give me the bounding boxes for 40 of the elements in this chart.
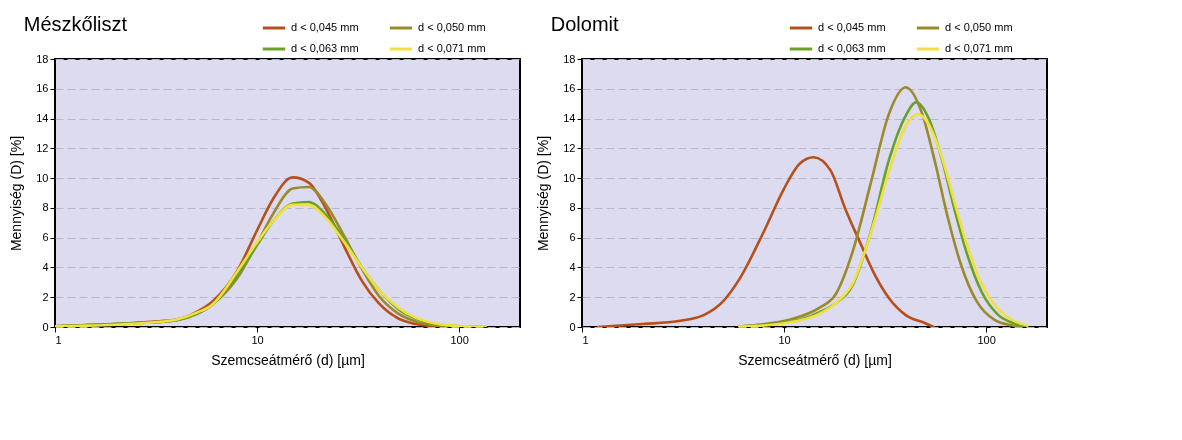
y-tick-label: 14 xyxy=(563,112,576,125)
y-tick-label: 16 xyxy=(36,82,49,95)
y-tick-label: 8 xyxy=(42,201,49,214)
legend-label: d < 0,063 mm xyxy=(291,42,359,54)
x-tick-label: 10 xyxy=(778,333,791,346)
y-tick-label: 12 xyxy=(36,141,49,154)
x-tick-label: 100 xyxy=(450,333,469,346)
legend-label: d < 0,071 mm xyxy=(945,42,1013,54)
x-axis-title: Szemcseátmérő (d) [µm] xyxy=(738,351,892,368)
y-tick-label: 0 xyxy=(42,320,49,333)
y-tick-label: 2 xyxy=(42,290,49,303)
legend-label: d < 0,063 mm xyxy=(818,42,886,54)
chart-title: Mészkőliszt xyxy=(23,13,128,35)
x-tick-label: 1 xyxy=(55,333,62,346)
y-axis-title: Mennyiség (D) [%] xyxy=(535,135,552,252)
y-tick-label: 14 xyxy=(36,112,49,125)
y-axis-title: Mennyiség (D) [%] xyxy=(8,135,25,252)
x-axis-title: Szemcseátmérő (d) [µm] xyxy=(211,351,365,368)
y-tick-label: 2 xyxy=(569,290,576,303)
y-tick-label: 18 xyxy=(563,52,576,65)
y-tick-label: 16 xyxy=(563,82,576,95)
y-tick-label: 4 xyxy=(42,260,49,273)
y-tick-label: 6 xyxy=(42,231,49,244)
legend-label: d < 0,071 mm xyxy=(418,42,486,54)
x-tick-label: 10 xyxy=(251,333,264,346)
y-tick-label: 0 xyxy=(569,320,576,333)
y-tick-label: 4 xyxy=(569,260,576,273)
legend-label: d < 0,045 mm xyxy=(818,21,886,33)
legend-label: d < 0,050 mm xyxy=(418,21,486,33)
y-tick-label: 8 xyxy=(569,201,576,214)
y-tick-label: 10 xyxy=(563,171,576,184)
y-tick-label: 12 xyxy=(563,141,576,154)
legend-label: d < 0,045 mm xyxy=(291,21,359,33)
x-tick-label: 100 xyxy=(977,333,996,346)
legend-label: d < 0,050 mm xyxy=(945,21,1013,33)
chart-title: Dolomit xyxy=(550,13,619,35)
y-tick-label: 6 xyxy=(569,231,576,244)
x-tick-label: 1 xyxy=(582,333,589,346)
y-tick-label: 10 xyxy=(36,171,49,184)
y-tick-label: 18 xyxy=(36,52,49,65)
